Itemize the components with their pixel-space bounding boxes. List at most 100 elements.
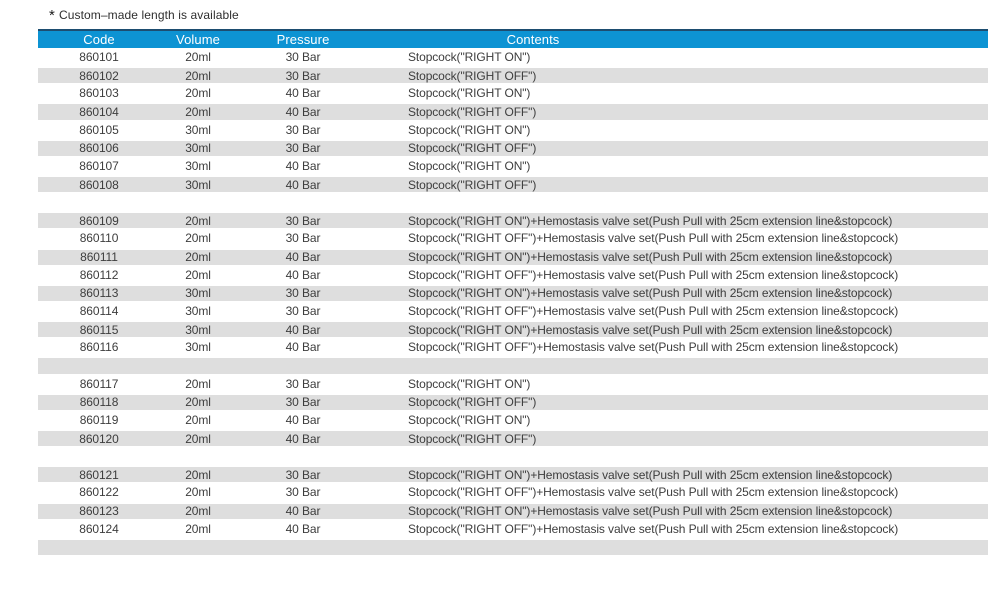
table-row: 860120 20ml 40 Bar Stopcock("RIGHT OFF") xyxy=(38,428,988,448)
pressure-cell: 30 Bar xyxy=(285,467,321,482)
contents-cell: Stopcock("RIGHT OFF") xyxy=(408,68,537,83)
volume-cell: 20ml xyxy=(185,395,211,410)
header-code: Code xyxy=(83,32,115,47)
pressure-cell: 40 Bar xyxy=(285,158,321,173)
contents-cell: Stopcock("RIGHT OFF")+Hemostasis valve s… xyxy=(408,521,899,536)
table-row: 860118 20ml 30 Bar Stopcock("RIGHT OFF") xyxy=(38,392,988,411)
contents-cell: Stopcock("RIGHT ON") xyxy=(408,122,531,137)
code-cell: 860121 xyxy=(79,467,119,482)
code-cell: 860122 xyxy=(79,485,119,500)
code-cell: 860106 xyxy=(79,141,119,156)
code-cell: 860124 xyxy=(79,521,119,536)
table-row: 860119 20ml 40 Bar Stopcock("RIGHT ON") xyxy=(38,410,988,429)
pressure-cell: 30 Bar xyxy=(285,485,321,500)
pressure-cell: 40 Bar xyxy=(285,412,321,427)
volume-cell: 20ml xyxy=(185,231,211,246)
volume-cell: 30ml xyxy=(185,122,211,137)
pressure-cell: 40 Bar xyxy=(285,104,321,119)
code-cell: 860101 xyxy=(79,50,119,65)
volume-cell: 20ml xyxy=(185,50,211,65)
custom-length-note: * Custom–made length is available xyxy=(49,6,239,24)
contents-cell: Stopcock("RIGHT OFF") xyxy=(408,431,537,446)
volume-cell: 20ml xyxy=(185,68,211,83)
volume-cell: 20ml xyxy=(185,250,211,265)
contents-cell: Stopcock("RIGHT ON")+Hemostasis valve se… xyxy=(408,286,893,301)
contents-cell: Stopcock("RIGHT OFF")+Hemostasis valve s… xyxy=(408,304,899,319)
pressure-cell: 40 Bar xyxy=(285,431,321,446)
contents-cell: Stopcock("RIGHT ON")+Hemostasis valve se… xyxy=(408,322,893,337)
table-row: 860124 20ml 40 Bar Stopcock("RIGHT OFF")+He… xyxy=(38,519,988,538)
volume-cell: 30ml xyxy=(185,286,211,301)
pressure-cell: 40 Bar xyxy=(285,521,321,536)
table-row: 860106 30ml 30 Bar Stopcock("RIGHT OFF") xyxy=(38,138,988,157)
pressure-cell: 40 Bar xyxy=(285,504,321,519)
table-row: 860103 20ml 40 Bar Stopcock("RIGHT ON") xyxy=(38,84,988,103)
code-cell: 860113 xyxy=(79,286,119,301)
pressure-cell: 30 Bar xyxy=(285,141,321,156)
code-cell: 860103 xyxy=(79,86,119,101)
code-cell: 860116 xyxy=(79,340,119,355)
contents-cell: Stopcock("RIGHT ON")+Hemostasis valve se… xyxy=(408,213,893,228)
product-table: Code Volume Pressure Contents 860101 20ml… xyxy=(38,29,988,556)
volume-cell: 20ml xyxy=(185,431,211,446)
code-cell: 860112 xyxy=(79,267,119,282)
spacer-row xyxy=(38,537,988,556)
header-pressure: Pressure xyxy=(276,32,330,47)
volume-cell: 20ml xyxy=(185,521,211,536)
volume-cell: 30ml xyxy=(185,141,211,156)
pressure-cell: 30 Bar xyxy=(285,376,321,391)
contents-cell: Stopcock("RIGHT OFF") xyxy=(408,395,537,410)
table-row: 860109 20ml 30 Bar Stopcock("RIGHT ON")+Hem… xyxy=(38,211,988,230)
volume-cell: 20ml xyxy=(185,504,211,519)
volume-cell: 20ml xyxy=(185,485,211,500)
table-header-row: Code Volume Pressure Contents xyxy=(38,29,988,48)
code-cell: 860114 xyxy=(79,304,119,319)
volume-cell: 20ml xyxy=(185,267,211,282)
contents-cell: Stopcock("RIGHT ON") xyxy=(408,158,531,173)
header-contents: Contents xyxy=(370,32,988,47)
pressure-cell: 40 Bar xyxy=(285,250,321,265)
code-cell: 860104 xyxy=(79,104,119,119)
table-row: 860123 20ml 40 Bar Stopcock("RIGHT ON")+Hem… xyxy=(38,501,988,520)
table-row: 860117 20ml 30 Bar Stopcock("RIGHT ON") xyxy=(38,374,988,393)
volume-cell: 30ml xyxy=(185,340,211,355)
table-row: 860108 30ml 40 Bar Stopcock("RIGHT OFF") xyxy=(38,174,988,194)
volume-cell: 30ml xyxy=(185,322,211,337)
pressure-cell: 30 Bar xyxy=(285,68,321,83)
contents-cell: Stopcock("RIGHT OFF")+Hemostasis valve s… xyxy=(408,485,899,500)
table-row: 860101 20ml 30 Bar Stopcock("RIGHT ON") xyxy=(38,48,988,67)
contents-cell: Stopcock("RIGHT ON")+Hemostasis valve se… xyxy=(408,250,893,265)
spacer-row xyxy=(38,356,988,375)
code-cell: 860117 xyxy=(79,376,119,391)
table-row: 860110 20ml 30 Bar Stopcock("RIGHT OFF")+He… xyxy=(38,229,988,248)
code-cell: 860102 xyxy=(79,68,119,83)
spacer-row xyxy=(38,193,988,212)
spacer-row xyxy=(38,447,988,466)
code-cell: 860119 xyxy=(79,412,119,427)
contents-cell: Stopcock("RIGHT ON") xyxy=(408,86,531,101)
asterisk-marker: * xyxy=(49,7,55,24)
table-row: 860111 20ml 40 Bar Stopcock("RIGHT ON")+Hem… xyxy=(38,247,988,266)
table-row: 860122 20ml 30 Bar Stopcock("RIGHT OFF")+He… xyxy=(38,483,988,502)
code-cell: 860108 xyxy=(79,177,119,192)
pressure-cell: 30 Bar xyxy=(285,304,321,319)
pressure-cell: 30 Bar xyxy=(285,395,321,410)
note-text: Custom–made length is available xyxy=(58,8,239,22)
pressure-cell: 30 Bar xyxy=(285,50,321,65)
pressure-cell: 30 Bar xyxy=(285,231,321,246)
code-cell: 860120 xyxy=(79,431,119,446)
volume-cell: 20ml xyxy=(185,467,211,482)
contents-cell: Stopcock("RIGHT OFF") xyxy=(408,104,537,119)
code-cell: 860123 xyxy=(79,504,119,519)
pressure-cell: 40 Bar xyxy=(285,340,321,355)
volume-cell: 20ml xyxy=(185,213,211,228)
table-row: 860104 20ml 40 Bar Stopcock("RIGHT OFF") xyxy=(38,102,988,121)
code-cell: 860115 xyxy=(79,322,119,337)
code-cell: 860109 xyxy=(79,213,119,228)
contents-cell: Stopcock("RIGHT ON")+Hemostasis valve se… xyxy=(408,504,893,519)
volume-cell: 20ml xyxy=(185,104,211,119)
pressure-cell: 40 Bar xyxy=(285,322,321,337)
code-cell: 860107 xyxy=(79,158,119,173)
volume-cell: 20ml xyxy=(185,376,211,391)
